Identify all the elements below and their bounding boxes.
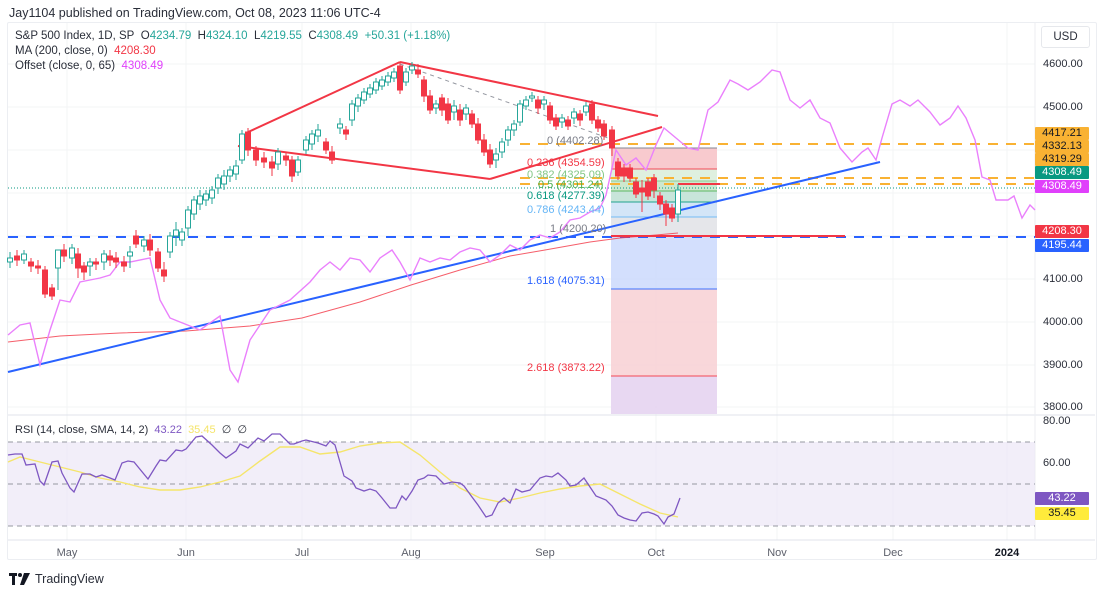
x-tick-jun: Jun: [177, 547, 195, 559]
price-tag-ma200: 4208.30: [1035, 225, 1089, 238]
x-tick-oct: Oct: [647, 547, 665, 559]
ma-value: 4208.30: [114, 45, 156, 57]
offset-legend-row[interactable]: Offset (close, 0, 65) 4308.49: [15, 59, 450, 74]
fib-label-0: 0 (4402.28): [547, 135, 604, 147]
y-tick: 3900.00: [1043, 359, 1083, 371]
horizontal-levels: [8, 143, 1035, 238]
low-value: 4219.55: [260, 30, 302, 42]
na-icon: ∅: [221, 424, 232, 436]
rsi-label: RSI (14, close, SMA, 14, 2): [15, 424, 149, 436]
close-label: C: [308, 30, 317, 42]
currency-button[interactable]: USD: [1041, 26, 1090, 48]
x-tick-2024: 2024: [994, 547, 1020, 559]
offset-value: 4308.49: [121, 60, 164, 72]
na-icon: ∅: [237, 424, 248, 436]
fib-label-05: 0.5 (4301.24): [538, 179, 604, 191]
x-tick-aug: Aug: [401, 547, 421, 559]
y-tick: 4600.00: [1043, 58, 1083, 70]
change-value: +50.31 (+1.18%): [364, 30, 451, 42]
ma-legend-row[interactable]: MA (200, close, 0) 4208.30: [15, 44, 450, 59]
price-tag-offset: 4308.49: [1035, 180, 1089, 193]
y-tick: 4000.00: [1043, 316, 1083, 328]
price-tag-resistance: 4417.21: [1035, 127, 1089, 140]
chart-frame: [7, 22, 1097, 560]
fib-label-1618: 1.618 (4075.31): [527, 275, 605, 287]
ma200-line: [7, 232, 679, 343]
rsi-band-lines: [8, 441, 1035, 527]
price-tag-support: 4195.44: [1035, 239, 1089, 252]
rsi-line: [7, 433, 681, 526]
rsi-sma-value: 35.45: [188, 424, 216, 436]
price-tag-resistance: 4319.29: [1035, 153, 1089, 166]
x-tick-sep: Sep: [535, 547, 555, 559]
candles: [7, 62, 681, 300]
rsi-sma-tag: 35.45: [1035, 507, 1089, 520]
rsi-tag: 43.22: [1035, 492, 1089, 505]
fib-label-1: 1 (4200.20): [550, 223, 607, 235]
tradingview-logo[interactable]: TradingView: [9, 572, 104, 586]
open-label: O: [140, 30, 150, 42]
rsi-y-tick: 80.00: [1043, 415, 1071, 427]
rsi-y-tick: 60.00: [1043, 457, 1071, 469]
fib-label-0618: 0.618 (4277.39): [527, 190, 605, 202]
ma-label: MA (200, close, 0): [15, 45, 108, 57]
rsi-sma-line: [7, 441, 679, 518]
price-legend: S&P 500 Index, 1D, SP O4234.79 H4324.10 …: [15, 29, 450, 74]
x-tick-may: May: [56, 547, 78, 559]
offset-line: [7, 69, 1036, 384]
y-tick: 3800.00: [1043, 401, 1083, 413]
price-tag-last: 4308.49: [1035, 166, 1089, 179]
rising-trendline: [7, 161, 881, 373]
y-tick: 4500.00: [1043, 101, 1083, 113]
close-value: 4308.49: [316, 30, 359, 42]
high-label: H: [197, 30, 206, 42]
high-value: 4324.10: [205, 30, 248, 42]
open-value: 4234.79: [149, 30, 192, 42]
publisher-line: Jay1104 published on TradingView.com, Oc…: [9, 6, 381, 20]
fib-label-0382: 0.382 (4325.09): [527, 169, 605, 181]
x-tick-jul: Jul: [294, 547, 310, 559]
fib-label-0236: 0.236 (4354.59): [527, 157, 605, 169]
tradingview-logo-text: TradingView: [35, 572, 104, 586]
fib-label-2618: 2.618 (3873.22): [527, 362, 605, 374]
low-label: L: [253, 30, 261, 42]
fib-retracement: [611, 147, 717, 414]
x-tick-nov: Nov: [767, 547, 787, 559]
fib-label-0786: 0.786 (4243.44): [527, 204, 605, 216]
ohlc-row: S&P 500 Index, 1D, SP O4234.79 H4324.10 …: [15, 29, 450, 44]
symbol-name[interactable]: S&P 500 Index, 1D, SP: [15, 30, 135, 42]
offset-label: Offset (close, 0, 65): [15, 60, 116, 72]
rsi-value: 43.22: [154, 424, 182, 436]
x-tick-dec: Dec: [883, 547, 903, 559]
rsi-legend[interactable]: RSI (14, close, SMA, 14, 2) 43.22 35.45 …: [15, 423, 247, 436]
tradingview-logo-icon: [9, 573, 30, 585]
price-tag-resistance: 4332.13: [1035, 140, 1089, 153]
y-tick: 4100.00: [1043, 273, 1083, 285]
